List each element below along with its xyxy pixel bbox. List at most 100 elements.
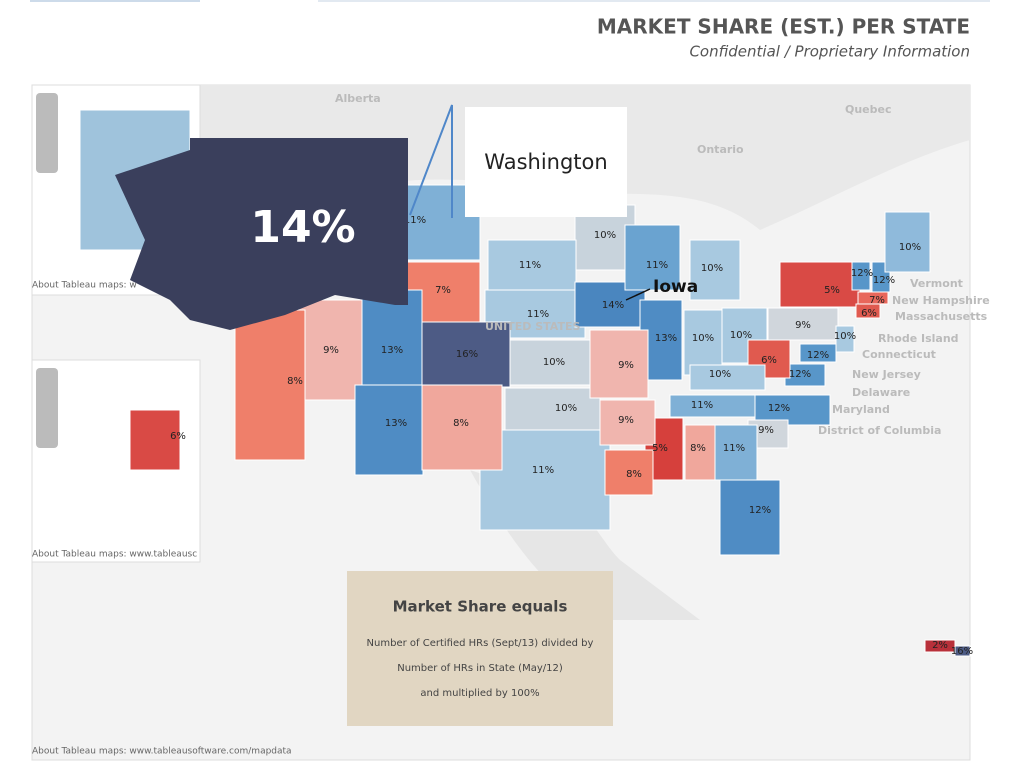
state-shape bbox=[884, 211, 931, 273]
geo-label: New Jersey bbox=[852, 368, 921, 381]
washington-callout-shape bbox=[115, 138, 408, 330]
state-label: 5% bbox=[652, 443, 668, 454]
state-label: 7% bbox=[869, 295, 885, 306]
state-label: 13% bbox=[381, 345, 403, 356]
state-label: 9% bbox=[795, 320, 811, 331]
state-label: 9% bbox=[618, 360, 634, 371]
state-label: 11% bbox=[691, 400, 713, 411]
state-label: 9% bbox=[758, 425, 774, 436]
callout-box bbox=[465, 107, 627, 217]
info-line: Number of HRs in State (May/12) bbox=[397, 663, 563, 674]
state-label: 8% bbox=[453, 418, 469, 429]
attribution: About Tableau maps: www.tableausc bbox=[32, 550, 197, 560]
info-line: and multiplied by 100% bbox=[420, 688, 539, 699]
zoom-controls bbox=[36, 93, 58, 448]
state-label: 6% bbox=[170, 431, 186, 442]
state-shape bbox=[689, 239, 741, 301]
state-label: 10% bbox=[701, 263, 723, 274]
state-label: 7% bbox=[435, 285, 451, 296]
state-label: 14% bbox=[602, 300, 624, 311]
state-shape bbox=[779, 261, 861, 308]
state-label: 12% bbox=[873, 275, 895, 286]
state-label: 10% bbox=[543, 357, 565, 368]
iowa-annotation: Iowa bbox=[653, 277, 698, 297]
geo-label: Rhode Island bbox=[878, 332, 959, 345]
state-shape bbox=[129, 409, 181, 471]
geo-label: Massachusetts bbox=[895, 310, 988, 323]
state-label: 6% bbox=[861, 308, 877, 319]
info-title: Market Share equals bbox=[393, 598, 568, 616]
state-label: 12% bbox=[851, 268, 873, 279]
state-label: 12% bbox=[749, 505, 771, 516]
geo-label: UNITED STATES bbox=[485, 320, 580, 333]
state-shape bbox=[589, 329, 649, 399]
state-label: 9% bbox=[618, 415, 634, 426]
zoom-toolbar[interactable] bbox=[36, 368, 58, 448]
state-label: 10% bbox=[709, 369, 731, 380]
state-shape bbox=[855, 303, 881, 319]
state-shape bbox=[599, 399, 656, 446]
geo-label: New Hampshire bbox=[892, 294, 990, 307]
state-label: 6% bbox=[761, 355, 777, 366]
state-label: 16% bbox=[456, 349, 478, 360]
state-label: 16% bbox=[951, 646, 973, 657]
state-label: 10% bbox=[899, 242, 921, 253]
state-label: 2% bbox=[932, 640, 948, 651]
state-shape bbox=[851, 261, 871, 291]
attribution: About Tableau maps: www.tableausoftware.… bbox=[32, 747, 292, 757]
geo-label: Alberta bbox=[335, 92, 381, 105]
subtitle: Confidential / Proprietary Information bbox=[689, 43, 970, 61]
state-shape bbox=[604, 449, 654, 496]
info-line: Number of Certified HRs (Sept/13) divide… bbox=[367, 638, 594, 649]
callout-value: 14% bbox=[250, 202, 355, 253]
state-label: 10% bbox=[730, 330, 752, 341]
title: MARKET SHARE (EST.) PER STATE bbox=[597, 15, 970, 39]
geo-label: Ontario bbox=[697, 143, 744, 156]
state-label: 11% bbox=[519, 260, 541, 271]
callout-leader bbox=[409, 104, 453, 218]
state-label: 12% bbox=[807, 350, 829, 361]
state-shape bbox=[504, 387, 601, 431]
state-label: 13% bbox=[385, 418, 407, 429]
geo-label: Vermont bbox=[910, 277, 963, 290]
state-shape bbox=[767, 307, 839, 341]
state-shape bbox=[835, 325, 855, 353]
state-shape bbox=[487, 239, 577, 291]
state-label: 13% bbox=[655, 333, 677, 344]
regions: 11% 10% 10% 11% 10% 11% 7% 11% 14% 11% 10% 13% 10% 10… bbox=[234, 184, 973, 657]
zoom-toolbar[interactable] bbox=[36, 93, 58, 173]
geo-label: Maryland bbox=[832, 403, 890, 416]
state-label: 5% bbox=[824, 285, 840, 296]
geo-label: District of Columbia bbox=[818, 424, 941, 437]
state-label: 10% bbox=[555, 403, 577, 414]
state-label: 10% bbox=[594, 230, 616, 241]
state-label: 11% bbox=[723, 443, 745, 454]
state-shape bbox=[624, 224, 681, 291]
state-shape bbox=[954, 645, 971, 657]
state-label: 11% bbox=[532, 465, 554, 476]
geo-label: Connecticut bbox=[862, 348, 936, 361]
state-label: 10% bbox=[834, 331, 856, 342]
callout-state: Washington bbox=[484, 150, 607, 174]
state-label: 11% bbox=[404, 215, 426, 226]
state-shape bbox=[799, 343, 837, 363]
state-label: 8% bbox=[626, 469, 642, 480]
state-label: 10% bbox=[692, 333, 714, 344]
state-label: 12% bbox=[789, 369, 811, 380]
state-label: 11% bbox=[646, 260, 668, 271]
iowa-arrow bbox=[625, 288, 651, 301]
state-label: 8% bbox=[690, 443, 706, 454]
state-shape bbox=[689, 364, 766, 391]
info-box bbox=[347, 571, 613, 726]
geo-label: Quebec bbox=[845, 103, 892, 116]
state-label: 9% bbox=[323, 345, 339, 356]
state-shape bbox=[684, 424, 716, 481]
state-label: 11% bbox=[527, 309, 549, 320]
state-label: 8% bbox=[287, 376, 303, 387]
state-shape bbox=[719, 479, 781, 556]
geo-label: Delaware bbox=[852, 386, 910, 399]
state-shape bbox=[354, 384, 424, 476]
state-shape bbox=[421, 384, 503, 471]
